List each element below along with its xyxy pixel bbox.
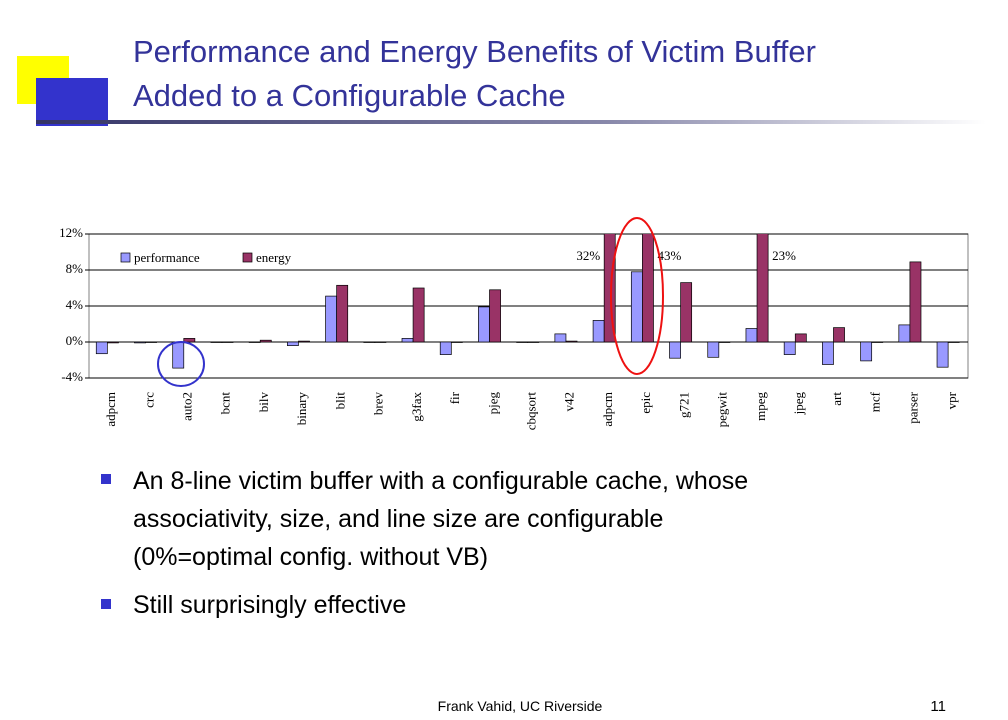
data-label: 23% (772, 248, 796, 263)
bar (106, 341, 119, 344)
bar (210, 341, 223, 343)
bar (745, 328, 758, 343)
x-tick-label: epic (638, 392, 653, 414)
bar (450, 341, 463, 343)
bars (95, 234, 960, 369)
bar (489, 289, 501, 343)
bar (860, 341, 873, 362)
x-tick-label: parser (906, 391, 921, 423)
bar (183, 338, 196, 343)
x-tick-label: binary (294, 392, 309, 426)
x-tick-label: adpcm (600, 392, 615, 427)
bar (527, 341, 540, 343)
bar (259, 339, 272, 343)
bar (783, 341, 796, 355)
bar (145, 341, 157, 343)
bullet (101, 474, 111, 484)
bar (833, 327, 845, 343)
bar (603, 234, 616, 343)
bar (374, 341, 387, 343)
bullet-text: associativity, size, and line size are c… (133, 505, 663, 533)
x-tick-label: blit (332, 392, 347, 410)
bar (298, 340, 310, 343)
x-tick-label: fir (447, 391, 462, 404)
bar (592, 320, 605, 343)
x-tick-label: cbqsort (523, 392, 538, 431)
bar (936, 341, 949, 368)
bar (516, 341, 529, 343)
y-tick-label: 0% (66, 333, 84, 348)
x-tick-label: brev (371, 392, 386, 416)
bar (412, 287, 425, 343)
bar (565, 340, 578, 343)
bar (439, 341, 452, 355)
title-underline (36, 120, 986, 124)
bar (642, 234, 654, 343)
bar (898, 324, 911, 343)
bar (707, 341, 720, 358)
x-tick-label: pegwit (715, 392, 730, 428)
x-tick-label: mpeg (753, 392, 768, 421)
bar (221, 341, 234, 343)
bar (822, 341, 834, 365)
legend-label: energy (256, 250, 292, 265)
deco-blue (36, 78, 108, 126)
legend-label: performance (134, 250, 200, 265)
bar (363, 341, 376, 343)
bar (756, 234, 769, 343)
bar (718, 341, 731, 343)
x-tick-label: g721 (676, 392, 691, 418)
x-tick-label: v42 (562, 392, 577, 412)
bar (478, 306, 490, 343)
bullet-text: An 8-line victim buffer with a configura… (133, 467, 748, 495)
bullet-text: (0%=optimal config. without VB) (133, 543, 488, 571)
y-tick-label: 4% (66, 297, 84, 312)
x-tick-label: auto2 (180, 392, 195, 421)
bullet-text: Still surprisingly effective (133, 591, 406, 619)
bar (680, 282, 693, 343)
bar (248, 341, 261, 343)
bar (630, 271, 643, 343)
title-line: Performance and Energy Benefits of Victi… (133, 34, 816, 69)
x-tick-label: pjeg (485, 392, 500, 415)
data-label: 32% (576, 248, 600, 263)
x-tick-label: vpr (944, 391, 959, 409)
title-line: Added to a Configurable Cache (133, 78, 566, 113)
bar (947, 341, 960, 343)
bar (871, 341, 884, 343)
data-label: 43% (657, 248, 681, 263)
y-tick-label: 8% (66, 261, 84, 276)
page-number: 11 (930, 698, 946, 715)
bar (794, 333, 807, 343)
x-tick-label: adpcm (103, 392, 118, 427)
bar (134, 341, 146, 344)
x-tick-label: bilv (256, 392, 271, 413)
bar (325, 295, 337, 343)
legend-swatch (120, 252, 131, 263)
x-tick-label: art (829, 392, 844, 406)
bar (401, 338, 414, 343)
x-tick-label: mcf (867, 391, 882, 412)
y-tick-label: 12% (59, 225, 83, 240)
x-tick-label: crc (141, 392, 156, 408)
x-tick-label: jpeg (791, 392, 806, 416)
x-tick-label: g3fax (409, 392, 424, 422)
bar (336, 284, 349, 343)
x-tick-label: bcnt (218, 392, 233, 415)
legend-swatch (242, 252, 253, 263)
footer: Frank Vahid, UC Riverside (438, 698, 603, 714)
bar (909, 261, 922, 343)
bar (669, 341, 681, 359)
bar (95, 341, 108, 355)
bar (172, 341, 185, 369)
y-tick-label: -4% (61, 369, 83, 384)
highlight-circle (610, 217, 664, 375)
bullet (101, 599, 111, 609)
bar (554, 333, 567, 343)
highlight-circle (157, 341, 205, 387)
bar (286, 341, 299, 346)
chart: -4% 0% 4% 8% 12% adpcm crc auto2 bcnt bilv binary b… (59, 225, 968, 431)
